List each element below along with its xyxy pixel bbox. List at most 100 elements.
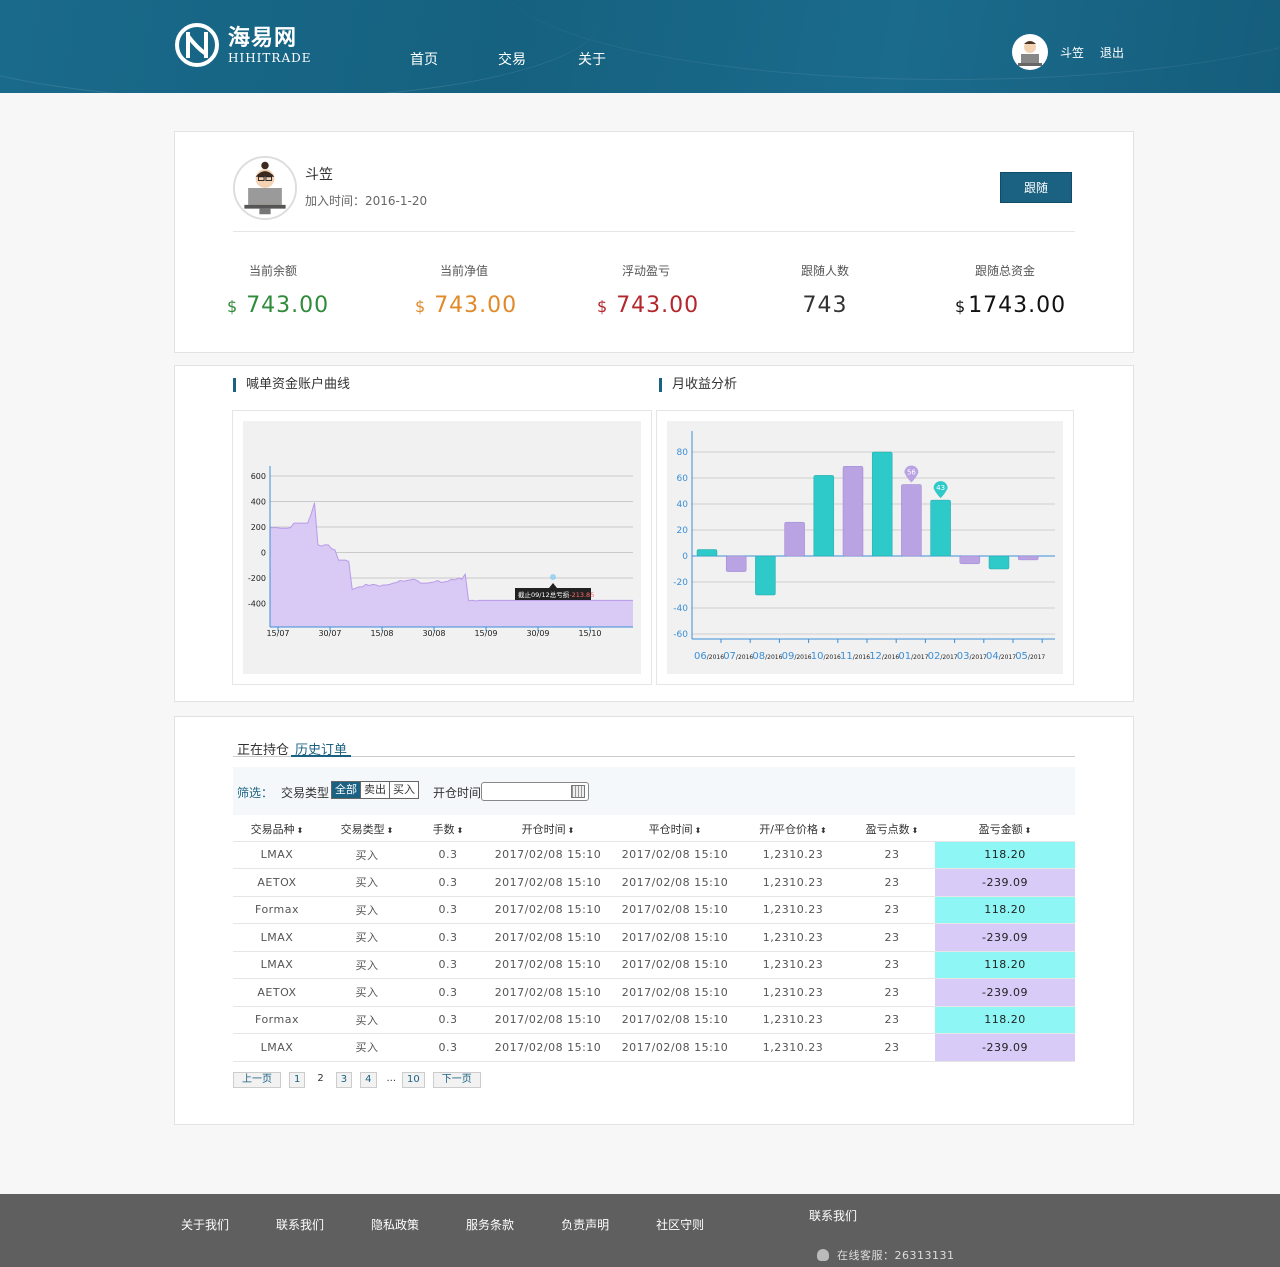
- x-tick-label: 02/2017: [928, 651, 958, 662]
- column-header-label: 开仓时间: [521, 822, 566, 836]
- nav-home[interactable]: 首页: [410, 52, 438, 68]
- table-cell: 1,2310.23: [737, 896, 849, 924]
- bar: [755, 555, 776, 596]
- page-2-current[interactable]: 2: [317, 1073, 324, 1084]
- table-row[interactable]: Formax 买入 0.3 2017/02/08 15:10 2017/02/08 15…: [233, 896, 1075, 924]
- stat-label: 当前余额: [248, 264, 297, 278]
- table-row[interactable]: Formax 买入 0.3 2017/02/08 15:10 2017/02/08 15…: [233, 1006, 1075, 1034]
- table-row[interactable]: AETOX 买入 0.3 2017/02/08 15:10 2017/02/08 15:…: [233, 868, 1075, 897]
- bar: [696, 549, 718, 557]
- footer-link-community[interactable]: 社区守则: [656, 1218, 705, 1232]
- calendar-icon[interactable]: [571, 785, 585, 798]
- table-row[interactable]: LMAX 买入 0.3 2017/02/08 15:10 2017/02/08 15:1…: [233, 951, 1075, 979]
- column-header[interactable]: 盈亏点数 ⬍: [849, 817, 935, 842]
- footer-link-terms[interactable]: 服务条款: [466, 1218, 515, 1232]
- footer-link-privacy[interactable]: 隐私政策: [371, 1218, 420, 1232]
- column-header[interactable]: 开仓时间 ⬍: [483, 817, 613, 842]
- year-label: /2016: [824, 654, 841, 661]
- monthly-return-chart: 80 60 40 20 0 -20 -40 -60 06/2016 07/2016 08/2016 0…: [656, 410, 1074, 685]
- currency-symbol: $: [415, 297, 427, 316]
- header-user-name[interactable]: 斗笠: [1060, 45, 1085, 60]
- open-time-input[interactable]: [481, 782, 589, 801]
- year-label: /2017: [1028, 654, 1045, 661]
- stat-value: 743.00: [246, 293, 330, 318]
- column-header[interactable]: 手数 ⬍: [413, 817, 483, 842]
- page-3[interactable]: 3: [335, 1072, 353, 1088]
- table-row[interactable]: LMAX 买入 0.3 2017/02/08 15:10 2017/02/08 15:1…: [233, 923, 1075, 952]
- stat-value: 743.00: [616, 293, 700, 318]
- tab-history-orders[interactable]: 历史订单: [291, 739, 352, 758]
- tooltip-point: [550, 574, 556, 580]
- nav-about[interactable]: 关于: [578, 52, 606, 68]
- sort-icon[interactable]: ⬍: [1024, 825, 1032, 835]
- column-header-label: 交易品种: [250, 822, 295, 836]
- charts-panel: 喊单资金账户曲线 月收益分析 600 400 200 0 -200 -400 15/07 30…: [174, 365, 1134, 702]
- tab-open-positions[interactable]: 正在持仓: [237, 743, 290, 758]
- avatar[interactable]: [1012, 34, 1048, 70]
- page-4[interactable]: 4: [360, 1072, 377, 1088]
- table-cell: 23: [849, 978, 935, 1007]
- table-cell: 0.3: [413, 978, 483, 1007]
- x-tick-label: 15/10: [578, 629, 601, 638]
- currency-symbol: $: [227, 297, 239, 316]
- trader-name: 斗笠: [305, 167, 333, 183]
- footer-link-contact[interactable]: 联系我们: [276, 1218, 325, 1232]
- footer-contact: 在线客服：26313131: [817, 1247, 955, 1263]
- orders-table: 交易品种 ⬍ 交易类型 ⬍ 手数 ⬍ 开仓时间 ⬍ 平仓时间 ⬍ 开/平仓价格 ⬍ 盈亏点数 ⬍ 盈亏金额 ⬍…: [233, 817, 1075, 1062]
- footer-link-disclaimer[interactable]: 负责声明: [561, 1218, 610, 1232]
- x-tick-label: 30/07: [318, 629, 341, 638]
- stat-value: 743.00: [434, 293, 518, 318]
- sort-icon[interactable]: ⬍: [820, 825, 827, 835]
- column-header[interactable]: 交易类型 ⬍: [321, 817, 413, 842]
- month-label: 04: [986, 651, 999, 662]
- table-cell: 2017/02/08 15:10: [483, 841, 613, 869]
- table-cell: Formax: [233, 1006, 321, 1034]
- footer-link-about[interactable]: 关于我们: [181, 1218, 230, 1232]
- table-cell: 23: [849, 841, 935, 869]
- y-tick-label: 80: [677, 448, 689, 458]
- tooltip-text: 截止09/12总亏损-213.85: [518, 590, 594, 599]
- sort-icon[interactable]: ⬍: [386, 825, 394, 835]
- column-header[interactable]: 盈亏金额 ⬍: [935, 817, 1075, 842]
- stat-label: 跟随总资金: [974, 264, 1035, 278]
- table-row[interactable]: LMAX 买入 0.3 2017/02/08 15:10 2017/02/08 15:1…: [233, 1033, 1075, 1062]
- sort-icon[interactable]: ⬍: [694, 825, 702, 835]
- year-label: /2016: [765, 654, 782, 661]
- sort-icon[interactable]: ⬍: [911, 825, 919, 835]
- table-cell: 买入: [321, 896, 413, 924]
- sort-icon[interactable]: ⬍: [456, 825, 464, 835]
- table-cell: 2017/02/08 15:10: [613, 896, 737, 924]
- table-cell: 1,2310.23: [737, 923, 849, 952]
- page-1[interactable]: 1: [289, 1072, 306, 1088]
- column-header[interactable]: 平仓时间 ⬍: [613, 817, 737, 842]
- y-tick-label: -40: [673, 604, 688, 614]
- column-header[interactable]: 交易品种 ⬍: [233, 817, 321, 842]
- y-tick-label: -20: [673, 578, 688, 588]
- table-cell: 2017/02/08 15:10: [613, 1033, 737, 1062]
- filter-sell-button[interactable]: 卖出: [361, 782, 390, 798]
- follow-button[interactable]: 跟随: [1000, 172, 1072, 203]
- sort-icon[interactable]: ⬍: [296, 825, 304, 835]
- tooltip-box: [515, 588, 591, 600]
- prev-page-button[interactable]: 上一页: [233, 1072, 281, 1088]
- month-label: 03: [957, 651, 970, 662]
- table-cell: 买入: [321, 951, 413, 979]
- nav-trade[interactable]: 交易: [498, 52, 526, 68]
- logout-link[interactable]: 退出: [1100, 45, 1125, 60]
- trader-avatar-icon: [235, 158, 295, 218]
- x-tick-label: 09/2016: [782, 651, 812, 662]
- page-10[interactable]: 10: [402, 1072, 425, 1088]
- filter-all-button[interactable]: 全部: [332, 782, 361, 798]
- bar: [871, 451, 893, 557]
- logo[interactable]: 海易网 HIHITRADE: [174, 22, 312, 68]
- column-header[interactable]: 开/平仓价格 ⬍: [737, 817, 849, 842]
- sort-icon[interactable]: ⬍: [567, 825, 575, 835]
- table-cell: 买入: [321, 923, 413, 952]
- next-page-button[interactable]: 下一页: [432, 1072, 481, 1088]
- bar: [842, 466, 864, 557]
- x-tick-label: 03/2017: [957, 651, 987, 662]
- filter-buy-button[interactable]: 买入: [390, 782, 418, 798]
- table-row[interactable]: LMAX 买入 0.3 2017/02/08 15:10 2017/02/08 15:1…: [233, 841, 1075, 869]
- online-service-text[interactable]: 在线客服：26313131: [837, 1249, 955, 1262]
- table-row[interactable]: AETOX 买入 0.3 2017/02/08 15:10 2017/02/08 15:…: [233, 978, 1075, 1007]
